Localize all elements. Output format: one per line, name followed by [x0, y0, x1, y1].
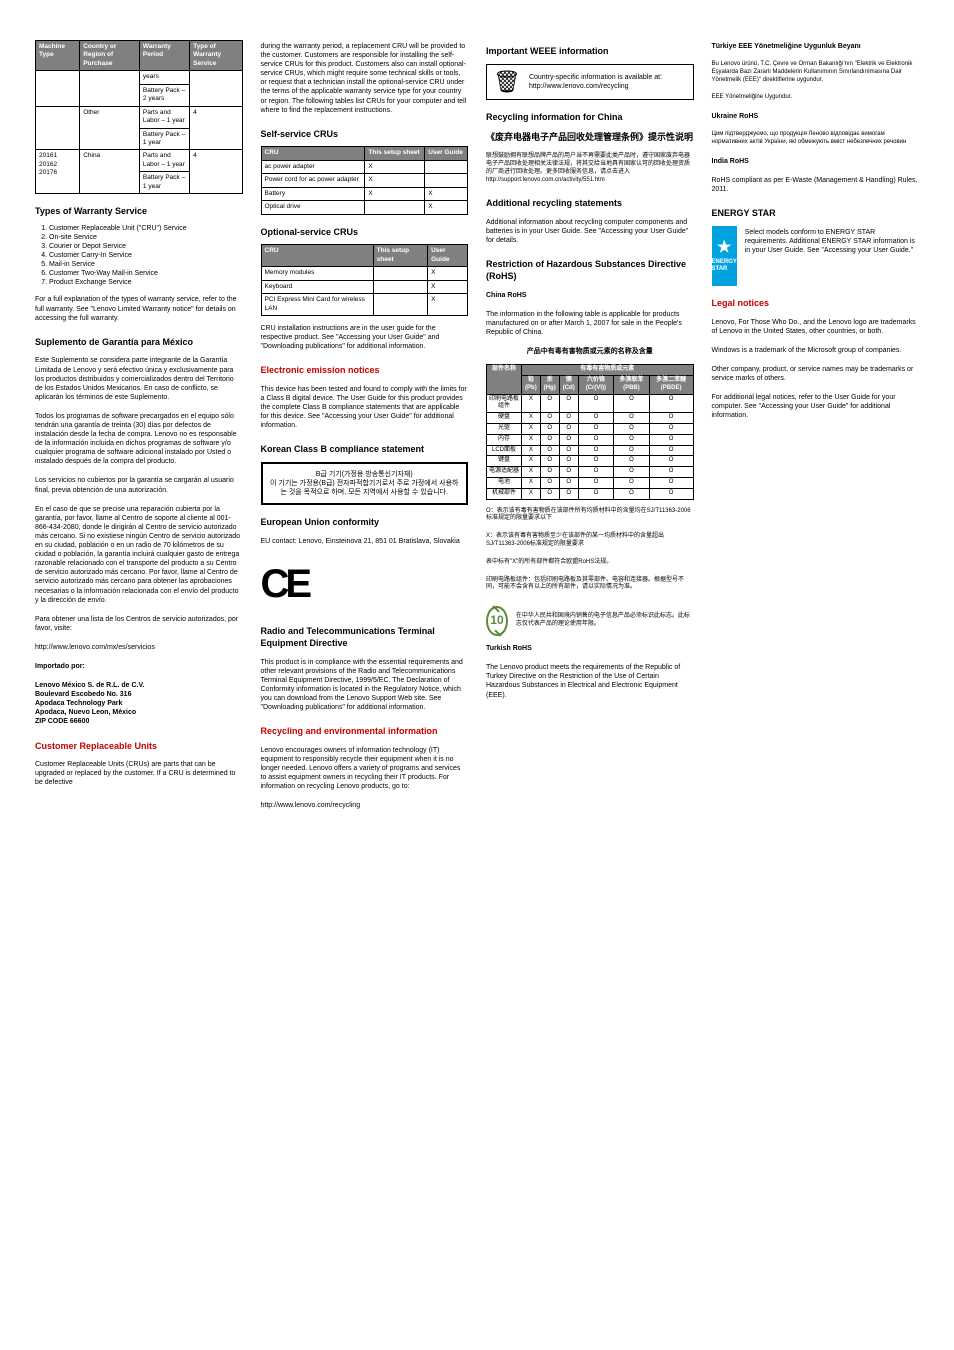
- tr-heading: Turkish RoHS: [486, 644, 694, 653]
- os-note: CRU installation instructions are in the…: [261, 324, 469, 351]
- cn-rohs-table: 部件名称有毒有害物质或元素 铅(Pb) 汞(Hg) 镉(Cd) 六价铬(Cr(V…: [486, 364, 694, 499]
- eu-contact: EU contact: Lenovo, Einsteinova 21, 851 …: [261, 537, 469, 546]
- cn-table-title: 产品中有毒有害物质或元素的名称及含量: [486, 347, 694, 356]
- weee-box: 🗑 Country-specific information is availa…: [486, 64, 694, 100]
- weee-heading: Important WEEE information: [486, 46, 694, 58]
- th: Country or Region of Purchase: [80, 41, 140, 71]
- rohs-heading: Restriction of Hazardous Substances Dire…: [486, 259, 694, 282]
- list-item: Mail-in Service: [49, 260, 243, 269]
- legal-heading: Legal notices: [712, 298, 920, 310]
- legal-p1: Lenovo, For Those Who Do., and the Lenov…: [712, 318, 920, 336]
- list-item: Product Exchange Service: [49, 278, 243, 287]
- column-3: Important WEEE information 🗑 Country-spe…: [486, 40, 694, 1310]
- ce-mark-icon: CE: [261, 558, 469, 610]
- ss-heading: Self-service CRUs: [261, 129, 469, 141]
- cn-note4: 印刷电路板组件：包括印刷电路板及其零部件、电容和连接器。根据型号不同，可能不会含…: [486, 577, 694, 593]
- os-heading: Optional-service CRUs: [261, 227, 469, 239]
- th: Type of Warranty Service: [190, 41, 242, 71]
- cn-rohs-p1: The information in the following table i…: [486, 310, 694, 337]
- tr-title: Türkiye EEE Yönetmeliğine Uygunluk Beyan…: [712, 42, 920, 51]
- th: Machine Type: [36, 41, 80, 71]
- optional-service-table: CRUThis setup sheetUser Guide Memory mod…: [261, 244, 469, 316]
- een-heading: Electronic emission notices: [261, 365, 469, 377]
- cn-label-text: 在中华人民共和国境内销售的电子信息产品必须标识此标志。此标志仅代表产品的理论使用…: [516, 613, 694, 629]
- cn-note2: X：表示该有毒有害物质至少在该部件的某一均质材料中的含量超出SJ/T11363-…: [486, 533, 694, 549]
- weee-text: Country-specific information is availabl…: [529, 73, 687, 91]
- tr-foot: EEE Yönetmeliğine Uygundur.: [712, 94, 920, 102]
- rtt-p1: This product is in compliance with the e…: [261, 658, 469, 713]
- mx-p5: Para obtener una lista de los Centros de…: [35, 615, 243, 633]
- list-item: Customer Two-Way Mail-in Service: [49, 269, 243, 278]
- legal-p2: Windows is a trademark of the Microsoft …: [712, 346, 920, 355]
- weee-bin-icon: 🗑: [493, 71, 521, 93]
- in-p1: RoHS compliant as per E-Waste (Managemen…: [712, 176, 920, 194]
- types-note: For a full explanation of the types of w…: [35, 295, 243, 322]
- korean-box: B급 기기(가정용 방송통신기자재) 이 기기는 가정용(B급) 전자파적합기기…: [261, 462, 469, 505]
- een-p1: This device has been tested and found to…: [261, 385, 469, 430]
- mx-imp: Importado por:: [35, 662, 243, 671]
- mx-url: http://www.lenovo.com/mx/es/servicios: [35, 643, 243, 652]
- rtt-heading: Radio and Telecommunications Terminal Eq…: [261, 626, 469, 649]
- legal-p3: Other company, product, or service names…: [712, 365, 920, 383]
- estar-box: ★ ENERGY STAR Select models conform to E…: [712, 226, 920, 286]
- rec-url: http://www.lenovo.com/recycling: [261, 801, 469, 810]
- cn-note1: O：表示该有毒有害物质在该部件所有均质材料中的含量均在SJ/T11363-200…: [486, 508, 694, 524]
- es-text: Select models conform to ENERGY STAR req…: [745, 228, 919, 255]
- mx-p2: Todos los programas de software precarga…: [35, 412, 243, 467]
- cn-note3: 表中标有"X"的所有部件都符合欧盟RoHS法规。: [486, 559, 694, 567]
- mx-p1: Este Suplemento se considera parte integ…: [35, 356, 243, 401]
- column-2: during the warranty period, a replacemen…: [261, 40, 469, 1310]
- in-heading: India RoHS: [712, 157, 920, 166]
- list-item: Customer Replaceable Unit ("CRU") Servic…: [49, 224, 243, 233]
- add-rec-p1: Additional information about recycling c…: [486, 218, 694, 245]
- column-4: Türkiye EEE Yönetmeliğine Uygunluk Beyan…: [712, 40, 920, 1310]
- rec-p1: Lenovo encourages owners of information …: [261, 746, 469, 791]
- energy-star-icon: ★ ENERGY STAR: [712, 226, 737, 286]
- mx-p4: En el caso de que se precise una reparac…: [35, 505, 243, 605]
- cn-rec-heading: Recycling information for China: [486, 112, 694, 124]
- list-item: Customer Carry-In Service: [49, 251, 243, 260]
- ua-body: Цим підтверджуємо, що продукція Леново в…: [712, 131, 920, 147]
- th: Warranty Period: [139, 41, 189, 71]
- cru-cont: during the warranty period, a replacemen…: [261, 42, 469, 115]
- warranty-table: Machine Type Country or Region of Purcha…: [35, 40, 243, 194]
- cru-heading: Customer Replaceable Units: [35, 741, 243, 753]
- ua-heading: Ukraine RoHS: [712, 112, 920, 121]
- eu-heading: European Union conformity: [261, 517, 469, 529]
- cn-rec-title: 《废弃电器电子产品回收处理管理条例》提示性说明: [486, 132, 694, 144]
- cn-rohs-heading: China RoHS: [486, 291, 694, 300]
- tr-body: Bu Lenovo ürünü, T.C. Çevre ve Orman Bak…: [712, 61, 920, 84]
- mx-p3: Los servicios no cubiertos por la garant…: [35, 476, 243, 494]
- mx-addr: Lenovo México S. de R.L. de C.V. Bouleva…: [35, 681, 243, 726]
- cn-label-box: 10 在中华人民共和国境内销售的电子信息产品必须标识此标志。此标志仅代表产品的理…: [486, 606, 694, 636]
- tr-p1: The Lenovo product meets the requirement…: [486, 663, 694, 699]
- cru-p1: Customer Replaceable Units (CRUs) are pa…: [35, 760, 243, 787]
- china-epup-icon: 10: [486, 606, 508, 636]
- add-rec-heading: Additional recycling statements: [486, 198, 694, 210]
- service-types-list: Customer Replaceable Unit ("CRU") Servic…: [35, 224, 243, 288]
- rec-heading: Recycling and environmental information: [261, 726, 469, 738]
- es-heading: ENERGY STAR: [712, 208, 920, 220]
- column-1: Machine Type Country or Region of Purcha…: [35, 40, 243, 1310]
- kr-heading: Korean Class B compliance statement: [261, 444, 469, 456]
- list-item: On-site Service: [49, 233, 243, 242]
- cn-rec-body: 联想鼓励拥有联想品牌产品的用户当不再需要此类产品时，遵守国家废弃电器电子产品回收…: [486, 153, 694, 184]
- legal-p4: For additional legal notices, refer to t…: [712, 393, 920, 420]
- list-item: Courier or Depot Service: [49, 242, 243, 251]
- types-heading: Types of Warranty Service: [35, 206, 243, 218]
- mx-heading: Suplemento de Garantía para México: [35, 337, 243, 349]
- self-service-table: CRUThis setup sheetUser Guide ac power a…: [261, 146, 469, 214]
